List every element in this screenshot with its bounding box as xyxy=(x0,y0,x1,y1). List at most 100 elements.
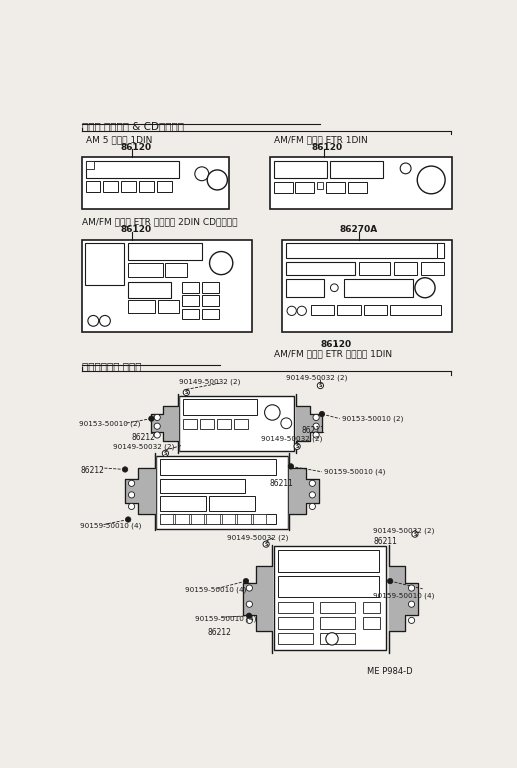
Circle shape xyxy=(99,316,110,326)
Circle shape xyxy=(123,467,128,472)
Circle shape xyxy=(154,414,160,421)
Circle shape xyxy=(313,414,319,421)
Bar xyxy=(295,182,314,193)
Circle shape xyxy=(195,167,209,180)
Bar xyxy=(321,602,355,614)
Bar xyxy=(270,157,452,209)
Text: AM/FM マルチ ETR 1DIN: AM/FM マルチ ETR 1DIN xyxy=(274,135,368,144)
Polygon shape xyxy=(151,394,178,452)
Bar xyxy=(274,547,386,650)
Circle shape xyxy=(162,450,169,456)
Circle shape xyxy=(246,601,252,607)
Text: ラジオ レシーバ & CDプレーヤ: ラジオ レシーバ & CDプレーヤ xyxy=(82,121,184,131)
Text: S: S xyxy=(295,444,299,449)
Bar xyxy=(183,309,200,319)
Text: 90149-50032 (2): 90149-50032 (2) xyxy=(373,527,434,534)
Bar xyxy=(274,182,293,193)
Text: S: S xyxy=(163,451,167,455)
Bar xyxy=(274,161,327,177)
Circle shape xyxy=(246,617,252,624)
Text: 86120: 86120 xyxy=(120,225,151,234)
Polygon shape xyxy=(243,545,272,653)
Circle shape xyxy=(263,541,269,548)
Bar xyxy=(347,182,367,193)
Circle shape xyxy=(209,252,233,275)
Bar xyxy=(364,305,387,316)
Bar xyxy=(421,262,445,276)
Bar xyxy=(128,300,155,313)
Bar xyxy=(285,279,324,297)
Bar xyxy=(86,161,94,169)
Circle shape xyxy=(149,416,154,422)
Circle shape xyxy=(309,480,315,486)
Bar xyxy=(160,478,245,492)
Bar xyxy=(85,243,124,286)
Circle shape xyxy=(330,284,338,292)
Bar xyxy=(200,419,214,429)
Polygon shape xyxy=(290,452,319,529)
Circle shape xyxy=(408,617,415,624)
Circle shape xyxy=(265,405,280,420)
Circle shape xyxy=(313,423,319,429)
Bar xyxy=(359,262,390,276)
Text: 86211: 86211 xyxy=(302,426,326,435)
Bar xyxy=(160,495,206,511)
Bar xyxy=(179,396,294,451)
Circle shape xyxy=(408,585,415,591)
Circle shape xyxy=(154,423,160,429)
Bar xyxy=(206,514,220,524)
Text: S: S xyxy=(185,390,188,395)
Text: AM/FM マルチ ETR カセット 1DIN: AM/FM マルチ ETR カセット 1DIN xyxy=(274,349,392,359)
Circle shape xyxy=(309,492,315,498)
Bar xyxy=(321,633,355,644)
Text: 90149-50032 (2): 90149-50032 (2) xyxy=(227,534,289,541)
Circle shape xyxy=(387,578,393,584)
Bar xyxy=(326,182,345,193)
Bar xyxy=(363,617,380,629)
Circle shape xyxy=(246,585,252,591)
Circle shape xyxy=(287,306,296,316)
Polygon shape xyxy=(296,394,322,452)
Polygon shape xyxy=(125,452,155,529)
Bar xyxy=(175,514,189,524)
Bar xyxy=(183,296,200,306)
Text: S: S xyxy=(264,541,268,547)
Text: ME P984-D: ME P984-D xyxy=(367,667,413,676)
Bar xyxy=(278,633,313,644)
Bar xyxy=(237,514,251,524)
Bar xyxy=(160,514,276,524)
Bar xyxy=(183,399,257,415)
Polygon shape xyxy=(389,545,418,653)
Bar xyxy=(344,279,414,297)
Circle shape xyxy=(415,278,435,298)
Text: S: S xyxy=(318,383,322,388)
Text: 86212: 86212 xyxy=(208,628,232,637)
Bar xyxy=(363,602,380,614)
Text: 90159-50010 (4): 90159-50010 (4) xyxy=(324,468,386,475)
Bar xyxy=(278,551,378,572)
Circle shape xyxy=(400,163,411,174)
Text: 90149-50032 (2): 90149-50032 (2) xyxy=(113,443,174,450)
Text: 90149-50032 (2): 90149-50032 (2) xyxy=(261,435,322,442)
Text: セッテイング パーツ: セッテイング パーツ xyxy=(82,362,141,372)
Bar xyxy=(394,262,417,276)
Bar xyxy=(209,495,255,511)
Bar xyxy=(321,617,355,629)
Bar xyxy=(156,455,288,528)
Text: 90159-50010 (4): 90159-50010 (4) xyxy=(80,522,142,529)
Bar xyxy=(234,419,248,429)
Bar xyxy=(85,181,100,192)
Text: 86211: 86211 xyxy=(373,538,397,546)
Bar xyxy=(202,309,219,319)
Bar xyxy=(121,181,136,192)
Circle shape xyxy=(317,382,324,389)
Bar xyxy=(202,283,219,293)
Text: 90149-50032 (2): 90149-50032 (2) xyxy=(285,375,347,381)
Circle shape xyxy=(128,492,134,498)
Circle shape xyxy=(247,613,252,618)
Circle shape xyxy=(288,464,294,469)
Circle shape xyxy=(126,517,131,522)
Bar xyxy=(278,617,313,629)
Bar xyxy=(338,305,361,316)
Bar xyxy=(253,514,266,524)
